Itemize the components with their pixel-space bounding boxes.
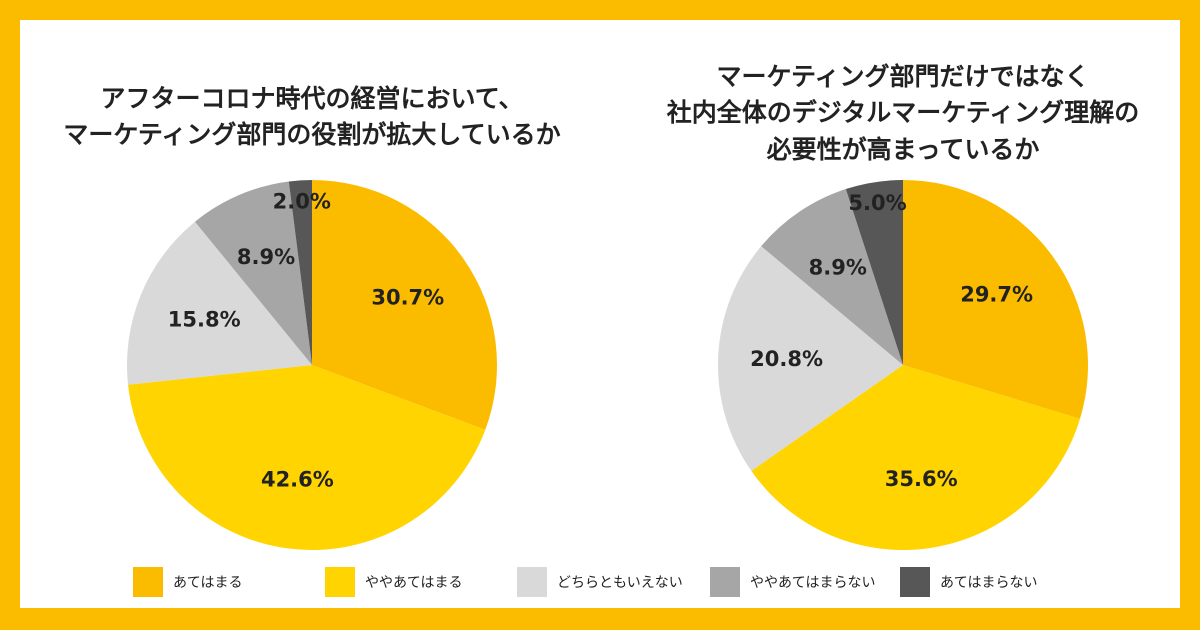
data-label: 35.6% (885, 467, 958, 491)
data-label: 29.7% (960, 283, 1033, 307)
data-label: 30.7% (371, 286, 444, 310)
chart-title: マーケティング部門の役割が拡大しているか (63, 120, 560, 149)
chart-title: 社内全体のデジタルマーケティング理解の (667, 98, 1140, 127)
pie-slice (761, 189, 903, 365)
chart-title: マーケティング部門だけではなく (716, 62, 1089, 91)
pie-slice (751, 365, 1080, 550)
legend-label: ややあてはまらない (750, 575, 875, 591)
pie-slice (312, 180, 498, 430)
legend-swatch (133, 567, 163, 597)
data-label: 8.9% (809, 255, 867, 279)
pie-slice (903, 180, 1088, 419)
legend-swatch (900, 567, 930, 597)
legend-swatch (325, 567, 355, 597)
pie-slice (128, 365, 486, 551)
pie-slice (194, 181, 312, 365)
data-label: 42.6% (261, 468, 334, 492)
chart-title: アフターコロナ時代の経営において、 (100, 84, 523, 113)
data-label: 8.9% (237, 245, 295, 269)
data-label: 2.0% (273, 190, 331, 214)
data-label: 20.8% (750, 347, 823, 371)
chart-title: 必要性が高まっているか (767, 135, 1040, 164)
pie-slice (718, 246, 903, 471)
legend-label: あてはまる (173, 575, 242, 591)
legend-label: あてはまらない (940, 575, 1037, 591)
pie-slice (845, 180, 903, 365)
data-label: 5.0% (848, 191, 906, 215)
legend-swatch (710, 567, 740, 597)
legend-swatch (517, 567, 547, 597)
data-label: 15.8% (168, 308, 241, 332)
legend-label: どちらともいえない (557, 575, 683, 591)
pie-slice (288, 180, 312, 365)
legend-label: ややあてはまる (365, 575, 462, 591)
pie-slice (127, 221, 312, 385)
